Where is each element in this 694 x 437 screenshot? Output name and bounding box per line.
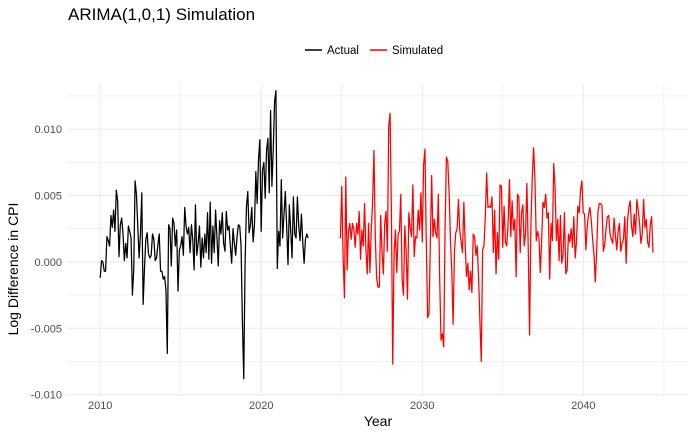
y-tick-label: -0.005 — [31, 323, 62, 335]
x-tick-label: 2010 — [88, 400, 112, 412]
series-line-actual — [99, 90, 309, 380]
y-tick-label: 0.000 — [34, 257, 62, 269]
chart-title: ARIMA(1,0,1) Simulation — [68, 5, 255, 24]
y-axis-title: Log Difference in CPI — [5, 203, 21, 336]
y-tick-label: -0.010 — [31, 390, 62, 402]
x-tick-label: 2030 — [410, 400, 434, 412]
legend-label-actual: Actual — [327, 45, 359, 57]
tick-labels: 2010 2020 2030 2040 -0.010 -0.005 0.000 0.005 0.… — [31, 124, 596, 412]
x-tick-label: 2020 — [249, 400, 273, 412]
series-line-simulated — [339, 112, 654, 365]
x-axis-title: Year — [364, 413, 393, 429]
y-tick-label: 0.005 — [34, 191, 62, 203]
y-tick-label: 0.010 — [34, 124, 62, 136]
grid — [68, 84, 688, 396]
series-layer — [99, 90, 654, 380]
legend: Actual Simulated — [305, 45, 443, 57]
x-tick-label: 2040 — [571, 400, 595, 412]
legend-label-simulated: Simulated — [392, 45, 443, 57]
